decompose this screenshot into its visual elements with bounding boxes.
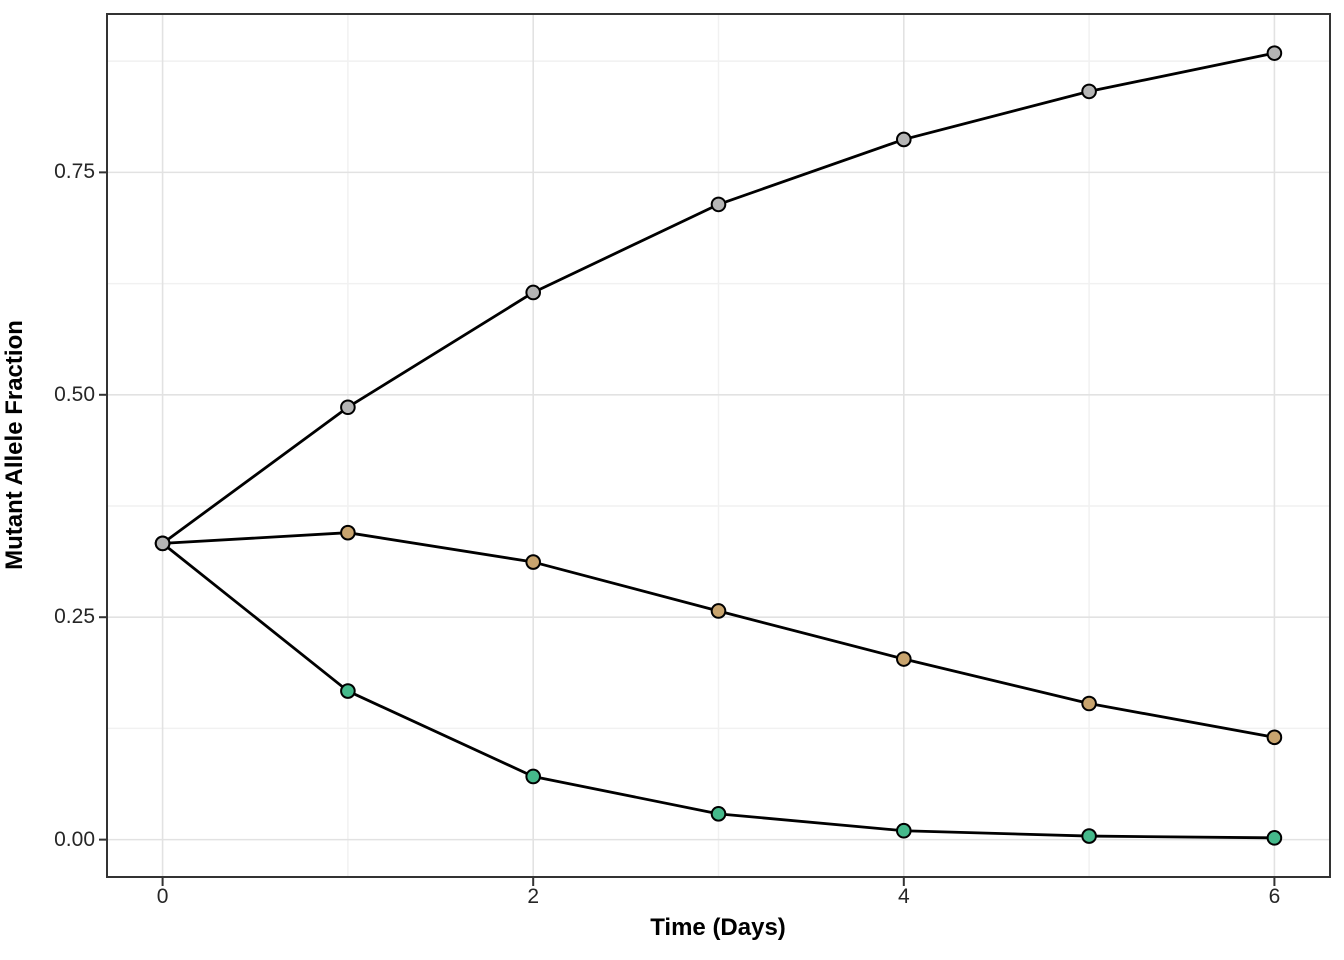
data-point-rising-gray-day-1	[340, 399, 356, 416]
data-point-rapid-decline-green-day-2	[525, 768, 541, 785]
data-point-slow-decline-tan-day-5	[1081, 695, 1097, 712]
data-point-rapid-decline-green-day-4	[896, 822, 912, 839]
x-tick-label: 4	[897, 885, 910, 908]
data-point-rising-gray-day-5	[1081, 83, 1097, 100]
data-point-rising-gray-day-3	[710, 196, 727, 213]
data-point-slow-decline-tan-day-3	[710, 603, 727, 619]
data-point-rising-gray-day-0	[154, 535, 171, 552]
y-axis-title: Mutant Allele Fraction	[1, 320, 28, 570]
data-point-slow-decline-tan-day-1	[340, 524, 356, 541]
panel-border	[106, 13, 1331, 878]
data-point-rising-gray-day-2	[525, 284, 541, 301]
x-tick-label: 0	[156, 885, 169, 908]
y-tick-label: 0.50	[54, 382, 95, 406]
data-point-rapid-decline-green-day-6	[1266, 830, 1283, 846]
data-point-rising-gray-day-4	[896, 131, 912, 148]
data-point-slow-decline-tan-day-4	[896, 651, 912, 667]
data-point-rapid-decline-green-day-1	[340, 683, 356, 699]
data-point-rapid-decline-green-day-3	[710, 806, 727, 822]
x-tick-label: 6	[1268, 885, 1281, 908]
data-point-slow-decline-tan-day-6	[1266, 729, 1283, 746]
data-point-rapid-decline-green-day-5	[1081, 828, 1097, 844]
y-tick-label: 0.00	[54, 827, 95, 851]
y-tick-label: 0.25	[54, 605, 95, 629]
data-point-rising-gray-day-6	[1266, 45, 1283, 61]
x-tick-label: 2	[527, 885, 540, 908]
y-tick-label: 0.75	[54, 160, 95, 184]
x-axis-title: Time (Days)	[650, 914, 786, 941]
data-point-slow-decline-tan-day-2	[525, 554, 541, 570]
